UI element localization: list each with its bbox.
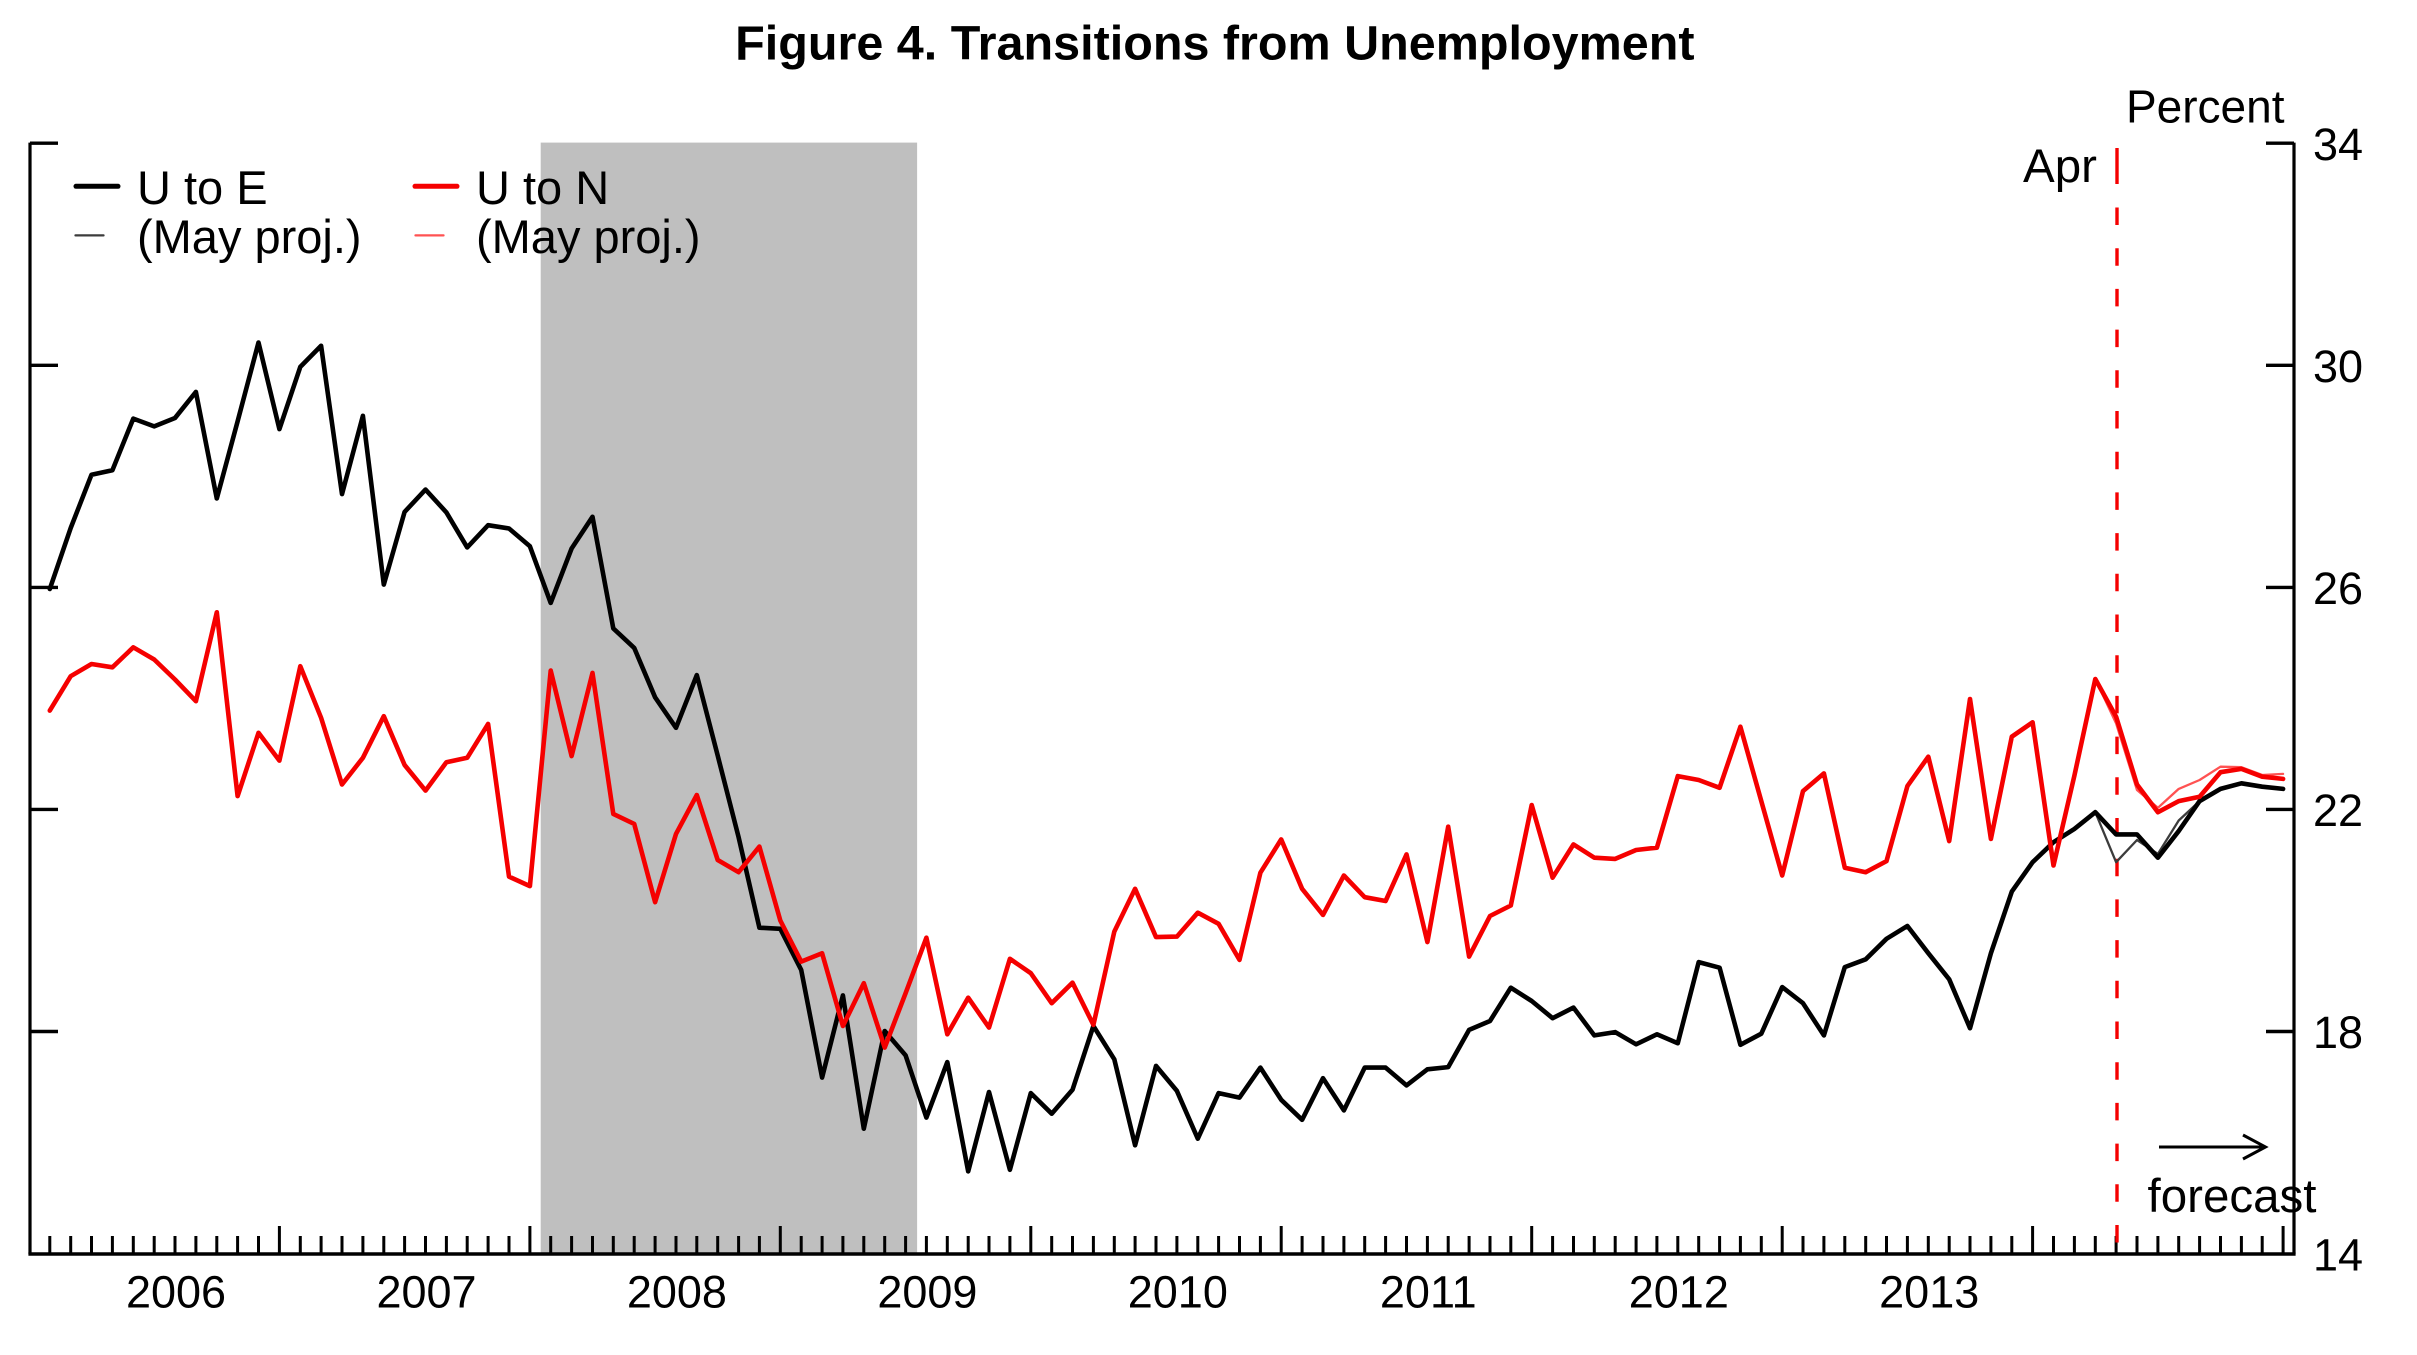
svg-text:forecast: forecast: [2148, 1170, 2317, 1223]
svg-text:U to N: U to N: [476, 161, 609, 214]
svg-text:2012: 2012: [1629, 1267, 1729, 1318]
svg-text:Apr: Apr: [2023, 140, 2097, 193]
svg-text:2013: 2013: [1879, 1267, 1979, 1318]
svg-text:2011: 2011: [1380, 1267, 1477, 1318]
svg-text:(May proj.): (May proj.): [137, 210, 362, 263]
svg-text:Figure 4. Transitions from Une: Figure 4. Transitions from Unemployment: [735, 17, 1694, 71]
svg-text:34: 34: [2313, 119, 2363, 170]
svg-text:2009: 2009: [877, 1267, 977, 1318]
svg-text:22: 22: [2313, 785, 2363, 836]
svg-text:30: 30: [2313, 341, 2363, 392]
svg-text:14: 14: [2313, 1229, 2363, 1280]
svg-text:Percent: Percent: [2126, 81, 2285, 133]
svg-text:26: 26: [2313, 563, 2363, 614]
svg-text:2006: 2006: [126, 1267, 226, 1318]
svg-text:2010: 2010: [1128, 1267, 1228, 1318]
svg-text:18: 18: [2313, 1007, 2363, 1058]
svg-text:U to E: U to E: [137, 161, 268, 214]
svg-text:2008: 2008: [627, 1267, 727, 1318]
svg-text:(May proj.): (May proj.): [476, 210, 701, 263]
svg-text:2007: 2007: [376, 1267, 476, 1318]
